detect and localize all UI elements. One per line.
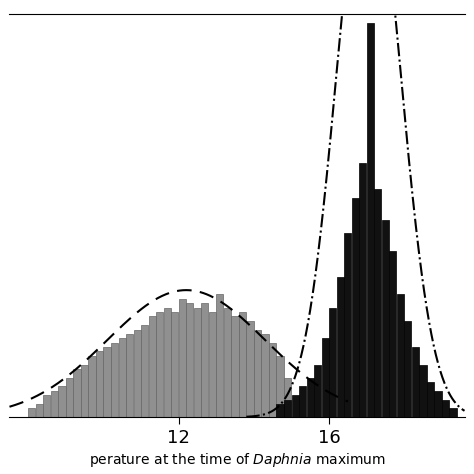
Bar: [262, 334, 269, 417]
Bar: [442, 400, 449, 417]
Bar: [66, 378, 73, 417]
Bar: [435, 391, 442, 417]
Bar: [171, 312, 178, 417]
Bar: [194, 308, 201, 417]
Bar: [28, 409, 36, 417]
Bar: [449, 409, 456, 417]
Bar: [246, 321, 254, 417]
Bar: [367, 23, 374, 417]
Bar: [412, 347, 419, 417]
Bar: [344, 233, 351, 417]
Bar: [43, 395, 50, 417]
Bar: [156, 312, 163, 417]
Bar: [419, 365, 427, 417]
Bar: [216, 294, 223, 417]
Bar: [179, 299, 186, 417]
Bar: [322, 338, 329, 417]
Bar: [96, 351, 103, 417]
Bar: [36, 404, 43, 417]
Bar: [352, 198, 359, 417]
Bar: [186, 303, 193, 417]
Bar: [359, 163, 366, 417]
Bar: [51, 391, 58, 417]
Bar: [201, 303, 209, 417]
Bar: [149, 317, 156, 417]
Bar: [404, 321, 411, 417]
Bar: [299, 386, 306, 417]
Bar: [134, 329, 141, 417]
Bar: [389, 251, 396, 417]
Bar: [118, 338, 126, 417]
Bar: [427, 382, 434, 417]
Bar: [337, 277, 344, 417]
Bar: [224, 308, 231, 417]
Bar: [269, 343, 276, 417]
Bar: [374, 190, 382, 417]
Bar: [164, 308, 171, 417]
Bar: [73, 369, 81, 417]
Bar: [292, 395, 299, 417]
Bar: [141, 325, 148, 417]
Bar: [276, 404, 283, 417]
Text: $\rm{perature\ at\ the\ time\ of}$ $\it{Daphnia}$ $\rm{maximum}$: $\rm{perature\ at\ the\ time\ of}$ $\it{…: [89, 451, 385, 469]
Bar: [111, 343, 118, 417]
Bar: [58, 386, 65, 417]
Bar: [209, 312, 216, 417]
Bar: [231, 317, 238, 417]
Bar: [314, 365, 321, 417]
Bar: [307, 378, 314, 417]
Bar: [284, 400, 291, 417]
Bar: [284, 378, 291, 417]
Bar: [81, 365, 88, 417]
Bar: [276, 356, 283, 417]
Bar: [89, 356, 96, 417]
Bar: [239, 312, 246, 417]
Bar: [397, 294, 404, 417]
Bar: [103, 347, 110, 417]
Bar: [126, 334, 133, 417]
Bar: [382, 220, 389, 417]
Bar: [329, 308, 336, 417]
Bar: [254, 329, 261, 417]
